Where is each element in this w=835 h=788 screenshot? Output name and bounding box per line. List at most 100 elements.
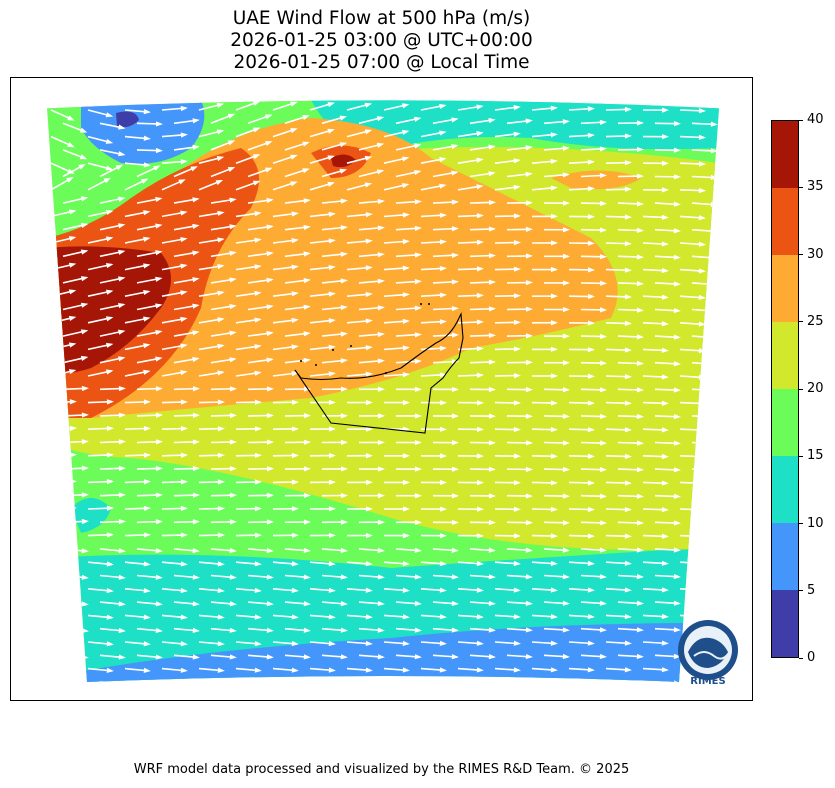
wind-arrow-head [599,680,607,682]
wind-arrow-head [636,680,644,682]
wind-arrow-head [451,574,459,580]
wind-arrow-head [451,680,459,682]
wind-arrow-head [401,156,410,162]
wind-arrow-head [118,151,126,157]
wind-arrow-head [476,667,484,673]
colorbar-tick [799,590,803,592]
wind-arrow-head [439,292,447,298]
wind-arrow-head [291,532,299,538]
wind-arrow-head [303,439,311,445]
wind-arrow-head [587,132,595,139]
wind-arrow-head [328,264,336,271]
wind-arrow-head [291,399,299,405]
wind-arrow-head [217,343,225,349]
wind-arrow [691,601,717,605]
wind-arrow-head [118,356,126,362]
wind-arrow-head [513,453,521,459]
wind-arrow-head [476,372,484,378]
wind-arrow-head [402,587,410,593]
wind-arrow-head [525,520,533,526]
wind-arrow-head [180,370,188,376]
wind-arrow-head [217,290,225,296]
wind-arrow-head [661,587,669,593]
wind-arrow-head [68,315,77,321]
wind-arrow-head [217,587,225,594]
colorbar-tick [799,523,803,524]
wind-arrow-head [377,627,385,633]
wind-arrow-head [698,427,706,433]
colorbar-tick [799,186,803,188]
wind-band-10-15-patch [71,498,111,533]
wind-arrow-head [180,614,188,620]
wind-arrow-head [599,280,607,286]
wind-arrow-head [550,240,558,246]
wind-arrow-head [439,345,447,351]
wind-arrow-head [525,359,533,366]
wind-arrow-head [217,505,225,512]
wind-arrow-head [488,600,496,607]
wind-arrow-head [624,267,632,273]
wind-arrow-head [661,560,669,566]
wind-arrow-head [252,101,261,106]
wind-arrow-head [513,400,521,406]
wind-arrow-head [513,346,521,352]
wind-arrow-head [661,533,669,539]
wind-arrow-head [513,373,521,379]
wind-arrow-head [661,267,669,274]
wind-arrow-head [192,680,200,682]
wind-arrow-head [106,667,114,673]
wind-arrow-head [624,560,632,566]
wind-arrow-head [340,439,348,445]
wind-arrow-head [291,211,299,217]
wind-arrow-head [192,330,200,336]
colorbar-segment [772,121,798,188]
wind-arrow [691,521,717,525]
wind-arrow-head [81,492,89,498]
wind-arrow-head [217,370,225,376]
wind-arrow-head [81,439,89,445]
wind-arrow-head [673,120,681,127]
wind-arrow-head [451,466,459,472]
wind-arrow-head [365,291,373,298]
wind-arrow-head [710,493,718,500]
wind-arrow-head [525,145,533,151]
wind-arrow-head [525,547,533,553]
wind-arrow-head [303,547,311,554]
wind-arrow-head [636,254,644,260]
wind-arrow-head [118,492,126,498]
wind-arrow-head [562,520,570,526]
colorbar-segment [772,188,798,255]
wind-arrow-head [66,176,74,183]
wind-arrow-head [254,561,262,567]
wind-arrow-head [303,304,311,310]
wind-arrow-head [103,177,112,184]
wind-arrow-head [414,358,422,365]
wind-arrow-head [525,200,533,206]
wind-arrow-head [340,601,348,607]
wind-arrow-head [192,197,200,203]
wind-arrow-head [180,532,188,538]
wind-arrow-head [377,278,385,284]
wind-arrow-head [476,266,484,272]
wind-arrow-head [402,345,410,351]
wind-arrow-head [439,614,447,620]
wind-arrow-head [624,347,632,353]
wind-arrow-head [216,156,225,162]
wind-arrow-head [698,321,706,327]
wind-arrow-head [143,532,151,538]
wind-arrow-head [661,294,669,300]
wind-arrow-head [180,132,188,138]
wind-arrow-head [192,386,200,392]
wind-arrow [62,627,87,632]
wind-arrow-head [673,414,681,420]
wind-arrow-head [661,187,669,193]
wind-arrow-head [414,574,422,580]
wind-arrow-head [599,387,607,393]
wind-arrow-head [254,264,262,270]
wind-arrow-head [550,320,558,326]
wind-arrow-head [698,453,706,460]
wind-arrow-head [599,467,607,473]
wind-arrow-head [439,400,447,406]
wind-arrow [284,681,309,682]
wind-arrow-head [636,493,644,499]
